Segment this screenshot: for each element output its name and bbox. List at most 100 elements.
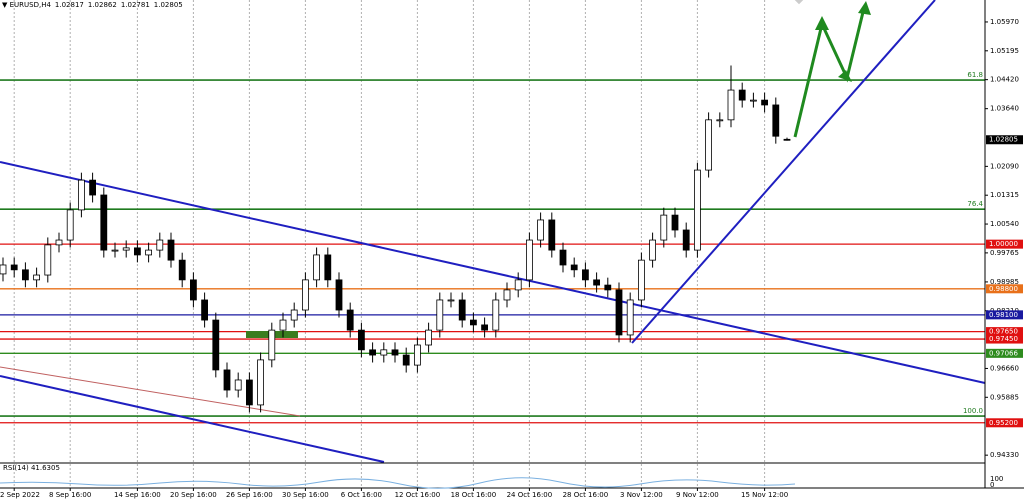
candle-body — [582, 269, 589, 281]
x-tick-label: 18 Oct 16:00 — [451, 491, 497, 499]
candle-body — [78, 179, 85, 211]
y-tick-label: 1.05195 — [990, 47, 1019, 55]
x-tick-label: 15 Nov 12:00 — [741, 491, 788, 499]
candle-body — [44, 244, 52, 276]
current-price-box — [986, 135, 1023, 145]
symbol: EURUSD,H4 — [10, 1, 52, 9]
candle-body — [245, 379, 253, 406]
candle-body — [268, 329, 276, 361]
candle-body — [660, 214, 668, 241]
candle-body — [335, 279, 343, 311]
price-label-box — [986, 348, 1023, 358]
price-label: 0.98800 — [989, 285, 1018, 293]
candle-body — [167, 239, 175, 261]
candle-body — [189, 279, 197, 301]
open: 1.02817 — [55, 1, 84, 9]
candle-body — [201, 299, 209, 321]
trend-line — [631, 0, 936, 344]
candle-body — [55, 239, 63, 246]
candle-body — [145, 249, 153, 256]
x-tick-label: 28 Oct 16:00 — [563, 491, 609, 499]
candle-body — [671, 214, 679, 231]
price-label: 0.97650 — [989, 328, 1018, 336]
price-label: 1.00000 — [989, 240, 1018, 248]
candle-body — [458, 299, 466, 321]
candle-body — [380, 349, 388, 356]
low: 1.02781 — [121, 1, 150, 9]
price-label-box — [986, 310, 1023, 320]
x-tick-label: 6 Oct 16:00 — [341, 491, 382, 499]
candle-body — [638, 259, 645, 301]
candle-body — [122, 247, 130, 251]
arrow-head — [815, 16, 829, 30]
candle-body — [593, 279, 600, 286]
x-tick-label: 26 Sep 16:00 — [226, 491, 273, 499]
candle-body — [391, 349, 399, 356]
candle-body — [503, 289, 511, 301]
price-label-box — [986, 239, 1023, 249]
candle-body — [402, 354, 410, 366]
price-label-box — [986, 284, 1023, 294]
x-tick-label: 8 Sep 16:00 — [49, 491, 91, 499]
x-tick-label: 2 Sep 2022 — [0, 491, 40, 499]
candle-body — [413, 344, 421, 366]
y-tick-label: 1.01315 — [990, 191, 1019, 199]
candle-body — [212, 319, 220, 371]
candle-body — [346, 309, 354, 331]
levels — [0, 79, 985, 424]
price-label-box — [986, 327, 1023, 337]
trend-line — [0, 161, 986, 384]
candle-body — [89, 179, 96, 196]
candle-body — [783, 138, 791, 141]
candle-body — [234, 379, 242, 391]
candle-body — [257, 359, 265, 406]
current-price: 1.02805 — [989, 136, 1018, 144]
projection-arrow — [793, 7, 866, 138]
candle-body — [469, 319, 477, 326]
candle-body — [738, 89, 746, 101]
candle-body — [313, 254, 321, 281]
rsi-line — [0, 477, 796, 489]
rsi-scale: 0 — [990, 481, 994, 489]
candle-body — [682, 229, 690, 251]
y-tick-label: 0.94330 — [990, 451, 1019, 459]
candle-body — [357, 329, 365, 351]
x-tick-label: 3 Nov 12:00 — [620, 491, 663, 499]
x-tick-label: 24 Oct 16:00 — [507, 491, 553, 499]
candle-body — [548, 219, 556, 251]
y-tick-label: 0.96660 — [990, 364, 1019, 372]
arrow-head — [838, 70, 852, 82]
candle-body — [301, 279, 309, 311]
y-tick-label: 1.02090 — [990, 162, 1019, 170]
candle-body — [604, 284, 612, 291]
candle-body — [649, 239, 656, 261]
x-tick-label: 20 Sep 16:00 — [170, 491, 217, 499]
fib-label: 76.4 — [967, 200, 983, 208]
price-label-box — [986, 418, 1023, 428]
price-label: 0.97066 — [989, 349, 1018, 357]
candle-body — [10, 264, 18, 271]
close: 1.02805 — [154, 1, 183, 9]
candle-body — [33, 274, 40, 281]
candle-body — [526, 239, 533, 281]
candle-body — [223, 369, 231, 391]
candle-body — [369, 349, 377, 356]
y-tick-label: 0.95885 — [990, 393, 1019, 401]
candle-body — [615, 289, 623, 336]
x-tick-label: 9 Nov 12:00 — [676, 491, 719, 499]
candle-body — [750, 99, 757, 102]
candle-body — [66, 209, 74, 241]
rsi-scale: 100 — [990, 475, 1003, 483]
candle-body — [425, 329, 433, 346]
candle-body — [447, 299, 455, 302]
candle-body — [772, 104, 780, 137]
y-tick-label: 1.05970 — [990, 18, 1019, 26]
menu-icon[interactable]: ▼ — [2, 1, 10, 9]
candle-body — [537, 219, 544, 241]
y-tick-label: 1.04420 — [990, 76, 1019, 84]
price-label: 0.95200 — [989, 419, 1018, 427]
high: 1.02862 — [88, 1, 117, 9]
candle-body — [21, 269, 29, 281]
candle-body — [279, 319, 287, 331]
